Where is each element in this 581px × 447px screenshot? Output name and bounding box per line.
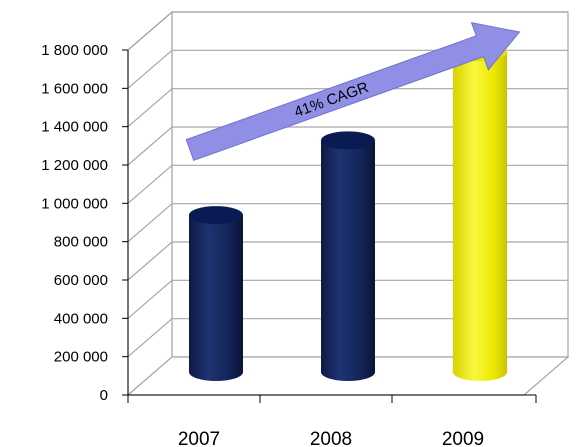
y-tick-label: 1 600 000 bbox=[41, 80, 108, 97]
bar-body bbox=[321, 140, 375, 381]
y-tick-label: 1 800 000 bbox=[41, 42, 108, 59]
gridline bbox=[127, 279, 568, 319]
x-tick-label: 2007 bbox=[178, 429, 220, 447]
cagr-arrow-shape bbox=[185, 21, 521, 161]
gridline bbox=[127, 11, 568, 51]
bar-body bbox=[453, 52, 507, 382]
y-tick-label: 0 bbox=[100, 387, 108, 404]
bar-body bbox=[189, 215, 243, 381]
y-tick-label: 600 000 bbox=[54, 272, 108, 289]
y-tick-label: 200 000 bbox=[54, 349, 108, 366]
y-tick-label: 1 200 000 bbox=[41, 157, 108, 174]
bars bbox=[189, 43, 507, 382]
gridline bbox=[127, 241, 568, 281]
y-tick-label: 800 000 bbox=[54, 234, 108, 251]
gridline bbox=[127, 164, 568, 204]
gridline bbox=[127, 318, 568, 358]
y-axis-ticks: 0 200 000 400 000 600 000 800 000 1 000 000 1 … bbox=[41, 42, 129, 404]
x-tick-label: 2009 bbox=[442, 429, 484, 447]
x-axis: 2007 2008 2009 bbox=[127, 394, 537, 447]
y-tick-label: 1 400 000 bbox=[41, 119, 108, 136]
gridline bbox=[127, 203, 568, 243]
bar-2007 bbox=[189, 206, 243, 381]
bar-top bbox=[189, 206, 243, 225]
gridlines bbox=[127, 11, 568, 358]
bar-top bbox=[321, 131, 375, 150]
gridline bbox=[127, 88, 568, 128]
x-tick-label: 2008 bbox=[310, 429, 352, 447]
y-tick-label: 400 000 bbox=[54, 310, 108, 327]
bar-2009 bbox=[453, 43, 507, 382]
y-tick-label: 1 000 000 bbox=[41, 195, 108, 212]
bar-2008 bbox=[321, 131, 375, 381]
gridline bbox=[127, 126, 568, 166]
